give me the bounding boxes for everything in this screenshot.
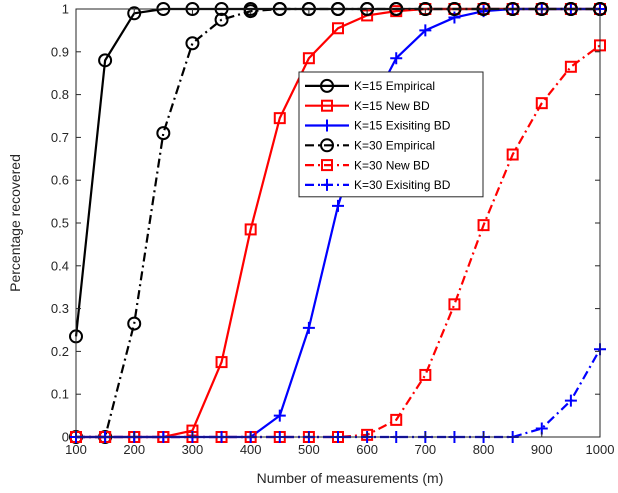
data-point <box>448 298 461 311</box>
y-tick-label: 0.4 <box>51 258 69 273</box>
data-point <box>506 148 519 161</box>
legend-entry-1: K=15 Empirical <box>305 78 435 93</box>
x-tick-label: 600 <box>356 442 378 457</box>
y-tick-label: 1 <box>62 2 69 17</box>
legend-label: K=30 New BD <box>354 158 430 172</box>
legend-entry-6: K=30 Exisiting BD <box>305 178 451 192</box>
data-point <box>564 394 577 407</box>
y-tick-label: 0 <box>62 430 69 445</box>
legend-marker <box>321 159 333 172</box>
data-point <box>332 22 344 35</box>
data-point <box>419 24 432 37</box>
y-tick-label: 0.3 <box>51 301 69 316</box>
x-tick-label: 200 <box>123 442 145 457</box>
y-tick-label: 0.5 <box>51 216 69 231</box>
x-tick-label: 300 <box>182 442 204 457</box>
data-point <box>244 223 257 236</box>
legend-entry-2: K=15 New BD <box>305 99 430 113</box>
y-tick-label: 0.2 <box>51 344 69 359</box>
axes-layer: 100 200 300 400 500 600 700 800 900 1000 0 0.1 0.2 0.… <box>51 2 615 458</box>
x-tick-label: 100 <box>65 442 87 457</box>
legend-label: K=15 Empirical <box>354 79 435 93</box>
legend-marker <box>321 99 333 112</box>
data-point <box>127 316 142 331</box>
y-tick-label: 0.9 <box>51 44 69 59</box>
y-tick-label: 0.1 <box>51 387 69 402</box>
data-point <box>243 4 258 19</box>
data-point <box>273 409 286 422</box>
data-point <box>214 12 229 27</box>
x-tick-label: 700 <box>414 442 436 457</box>
legend-marker <box>321 178 333 191</box>
x-tick-label: 900 <box>531 442 553 457</box>
legend: K=15 Empirical K=15 New BD K=15 Exisiting … <box>298 71 484 198</box>
legend-marker <box>321 119 333 132</box>
legend-marker <box>320 138 334 153</box>
data-point <box>419 368 432 381</box>
data-point <box>390 413 403 426</box>
y-axis-label: Percentage recovered <box>7 154 23 292</box>
data-point <box>390 52 403 65</box>
data-point <box>273 112 286 125</box>
data-point <box>156 126 171 141</box>
x-axis-label: Number of measurements (m) <box>257 470 444 486</box>
data-point <box>302 52 315 65</box>
data-point <box>477 219 490 232</box>
data-point <box>185 36 200 51</box>
legend-marker <box>320 78 334 93</box>
y-tick-label: 0.7 <box>51 130 69 145</box>
data-point <box>215 356 228 369</box>
x-tick-label: 800 <box>473 442 495 457</box>
legend-box <box>298 71 484 198</box>
data-point <box>127 6 142 21</box>
legend-label: K=15 New BD <box>354 99 430 113</box>
legend-label: K=30 Empirical <box>354 139 435 153</box>
y-tick-label: 0.6 <box>51 173 69 188</box>
data-point <box>302 321 315 334</box>
x-tick-label: 400 <box>240 442 262 457</box>
y-tick-label: 0.8 <box>51 87 69 102</box>
legend-label: K=15 Exisiting BD <box>354 119 451 133</box>
data-point <box>98 53 113 68</box>
x-tick-label: 1000 <box>586 442 615 457</box>
data-point <box>332 199 344 212</box>
data-point <box>535 97 548 110</box>
x-tick-label: 500 <box>298 442 320 457</box>
legend-entry-5: K=30 New BD <box>305 158 430 172</box>
legend-entry-4: K=30 Empirical <box>305 138 435 153</box>
legend-label: K=30 Exisiting BD <box>354 178 451 192</box>
data-point <box>448 11 461 24</box>
legend-entry-3: K=15 Exisiting BD <box>305 119 451 133</box>
data-point <box>564 60 577 73</box>
